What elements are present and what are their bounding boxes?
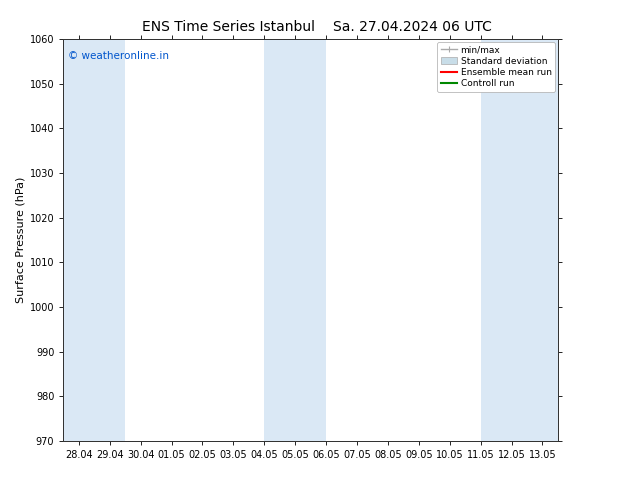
Legend: min/max, Standard deviation, Ensemble mean run, Controll run: min/max, Standard deviation, Ensemble me… bbox=[437, 42, 555, 92]
Text: © weatheronline.in: © weatheronline.in bbox=[68, 51, 169, 61]
Bar bbox=[63, 39, 94, 441]
Y-axis label: Surface Pressure (hPa): Surface Pressure (hPa) bbox=[16, 177, 25, 303]
Bar bbox=[264, 39, 295, 441]
Text: Sa. 27.04.2024 06 UTC: Sa. 27.04.2024 06 UTC bbox=[333, 20, 491, 34]
Bar bbox=[512, 39, 558, 441]
Bar bbox=[94, 39, 126, 441]
Bar bbox=[295, 39, 326, 441]
Text: ENS Time Series Istanbul: ENS Time Series Istanbul bbox=[142, 20, 314, 34]
Bar bbox=[481, 39, 512, 441]
